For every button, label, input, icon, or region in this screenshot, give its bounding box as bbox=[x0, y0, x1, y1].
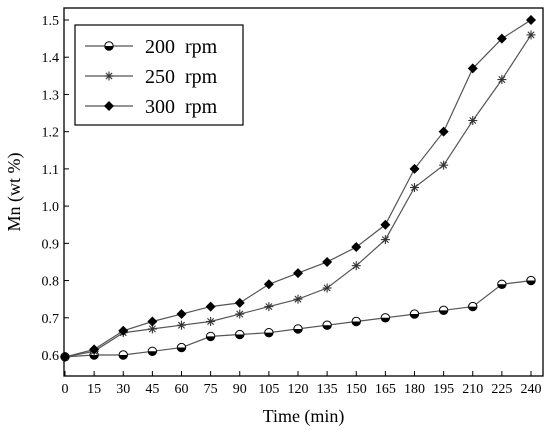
data-point bbox=[264, 327, 274, 338]
series-0 bbox=[60, 275, 536, 362]
data-point bbox=[467, 63, 478, 74]
legend-box bbox=[74, 24, 244, 126]
y-tick-label: 1.2 bbox=[42, 126, 60, 141]
x-tick-label: 240 bbox=[521, 382, 542, 397]
data-point bbox=[293, 294, 303, 304]
data-point bbox=[264, 302, 274, 312]
data-point bbox=[60, 351, 70, 362]
x-tick-label: 165 bbox=[375, 382, 396, 397]
data-point bbox=[497, 279, 507, 289]
x-tick-label: 15 bbox=[87, 382, 101, 397]
data-point bbox=[322, 256, 333, 267]
data-point bbox=[234, 297, 245, 308]
y-tick-label: 1.4 bbox=[42, 51, 60, 66]
data-point bbox=[409, 163, 420, 174]
plot-border bbox=[63, 7, 544, 377]
series-2 bbox=[60, 15, 536, 362]
legend-marker bbox=[104, 41, 114, 51]
data-point bbox=[380, 313, 391, 323]
data-point bbox=[351, 242, 362, 253]
data-point bbox=[526, 30, 536, 40]
data-point bbox=[380, 235, 390, 245]
y-tick-label: 0.6 bbox=[42, 349, 60, 364]
legend-label: 200 rpm bbox=[145, 36, 218, 58]
x-tick-label: 90 bbox=[233, 382, 247, 397]
x-tick-label: 120 bbox=[288, 382, 309, 397]
legend-label: 300 rpm bbox=[145, 96, 218, 118]
data-point bbox=[438, 305, 449, 316]
data-point bbox=[496, 33, 507, 44]
y-tick-label: 1.3 bbox=[42, 88, 60, 103]
x-tick-label: 195 bbox=[433, 382, 454, 397]
x-tick-label: 0 bbox=[62, 382, 69, 397]
y-axis-title: Mn (wt %) bbox=[4, 153, 25, 232]
data-point bbox=[176, 309, 187, 320]
data-point bbox=[380, 219, 391, 230]
x-tick-label: 210 bbox=[462, 382, 483, 397]
data-point bbox=[235, 309, 245, 319]
data-point bbox=[497, 75, 507, 85]
data-point bbox=[351, 316, 361, 327]
x-tick-label: 60 bbox=[175, 382, 189, 397]
y-tick-label: 1.0 bbox=[42, 200, 60, 215]
y-tick-label: 0.7 bbox=[42, 312, 60, 327]
data-point bbox=[263, 279, 274, 290]
x-tick-label: 225 bbox=[491, 382, 512, 397]
x-tick-label: 135 bbox=[317, 382, 338, 397]
series-line bbox=[64, 280, 532, 358]
x-tick-label: 75 bbox=[204, 382, 218, 397]
data-point bbox=[439, 160, 449, 170]
x-tick-label: 180 bbox=[404, 382, 425, 397]
x-axis: 0 15 30 45 60 75 90 105 120 135 150 165 180 195 210 225… bbox=[62, 371, 542, 397]
series-layer bbox=[60, 15, 536, 362]
data-point bbox=[176, 342, 187, 353]
data-point bbox=[526, 275, 536, 286]
data-point bbox=[410, 183, 419, 192]
data-point bbox=[468, 301, 478, 312]
data-point bbox=[147, 346, 158, 356]
data-point bbox=[118, 350, 128, 360]
legend-item: 250 rpm bbox=[85, 66, 218, 88]
legend-marker bbox=[104, 101, 114, 111]
legend: 200 rpm 250 rpm 300 rpm bbox=[74, 24, 244, 126]
x-axis-title: Time (min) bbox=[263, 406, 345, 427]
y-axis: 0.6 0.7 0.8 0.9 1.0 1.1 1.2 1.3 1.4 1.5 bbox=[42, 14, 69, 364]
legend-marker bbox=[104, 71, 114, 81]
data-point bbox=[206, 317, 216, 326]
data-point bbox=[177, 320, 186, 330]
data-point bbox=[468, 116, 478, 125]
data-point bbox=[118, 325, 129, 336]
data-point bbox=[409, 309, 420, 319]
x-tick-label: 30 bbox=[116, 382, 130, 397]
x-tick-label: 45 bbox=[145, 382, 159, 397]
y-tick-label: 1.5 bbox=[42, 14, 60, 29]
x-tick-label: 105 bbox=[258, 382, 279, 397]
data-point bbox=[235, 329, 245, 340]
data-point bbox=[147, 316, 158, 327]
data-point bbox=[438, 126, 449, 137]
legend-item: 200 rpm bbox=[85, 36, 218, 58]
y-tick-label: 0.8 bbox=[42, 275, 60, 290]
data-point bbox=[293, 324, 303, 334]
legend-label: 250 rpm bbox=[145, 66, 218, 88]
plot-frame bbox=[63, 7, 544, 377]
y-tick-label: 0.9 bbox=[42, 237, 60, 252]
data-point bbox=[205, 301, 216, 312]
data-point bbox=[526, 15, 536, 25]
data-point bbox=[322, 320, 332, 330]
data-point bbox=[351, 261, 361, 271]
data-point bbox=[322, 283, 332, 293]
data-point bbox=[293, 268, 303, 279]
x-tick-label: 150 bbox=[346, 382, 367, 397]
data-point bbox=[205, 331, 216, 342]
legend-item: 300 rpm bbox=[85, 96, 218, 118]
data-point bbox=[89, 344, 100, 355]
y-tick-label: 1.1 bbox=[42, 163, 60, 178]
